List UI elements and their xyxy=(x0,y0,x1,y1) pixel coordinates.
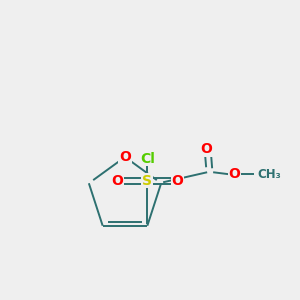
Text: O: O xyxy=(111,174,123,188)
Text: Cl: Cl xyxy=(140,152,155,166)
Text: CH₃: CH₃ xyxy=(257,168,281,181)
Text: O: O xyxy=(228,167,240,181)
Text: O: O xyxy=(171,174,183,188)
Text: S: S xyxy=(142,174,152,188)
Text: O: O xyxy=(200,142,212,156)
Text: O: O xyxy=(119,150,131,164)
